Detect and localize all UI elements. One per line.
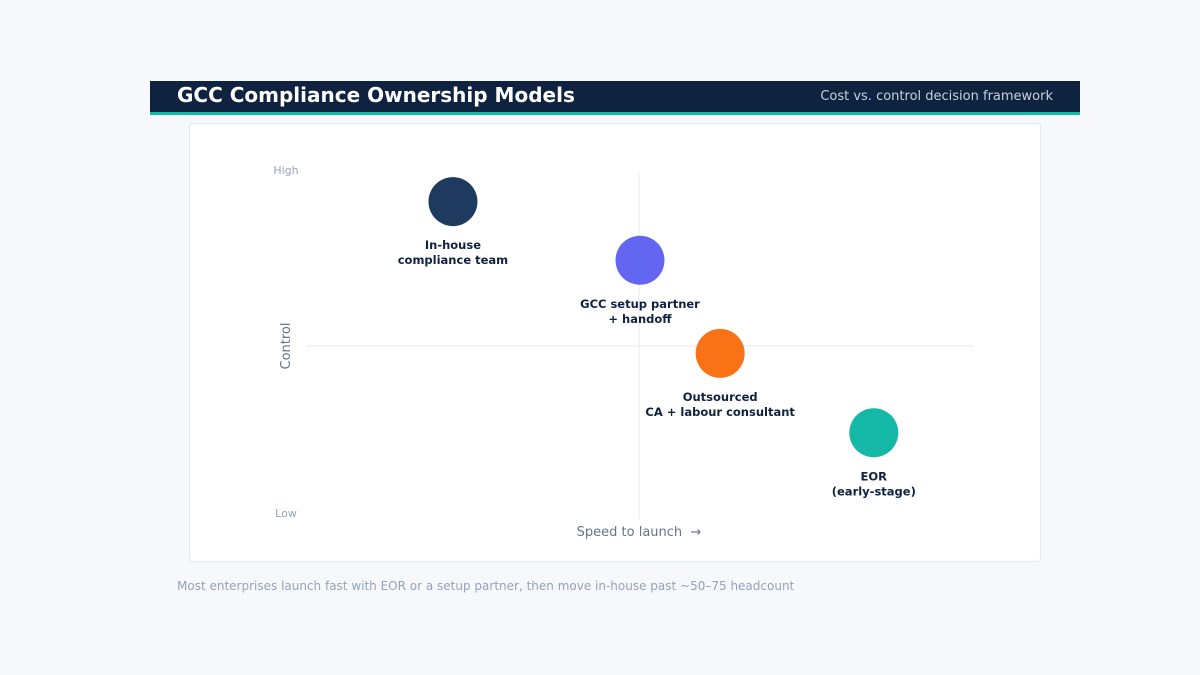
x-axis-label: Speed to launch → [577,525,702,540]
data-point-label-0-1: compliance team [398,253,508,267]
y-axis-label: Control [279,323,294,370]
data-point-label-1-1: + handoff [608,312,672,326]
chart-card: High Low Control Speed to launch → In-ho… [189,123,1041,562]
y-tick-high: High [273,164,298,177]
data-point-label-3-1: (early-stage) [832,484,916,498]
header-bar: GCC Compliance Ownership Models Cost vs.… [150,81,1080,115]
data-point-label-2-0: Outsourced [683,390,758,404]
data-point-label-2-1: CA + labour consultant [645,405,795,419]
data-point-1 [615,235,665,285]
data-point-label-3-0: EOR [861,469,888,483]
data-point-label-0-0: In-house [425,238,481,252]
page-title: GCC Compliance Ownership Models [177,83,575,107]
data-point-2 [695,328,745,378]
data-point-3 [849,408,899,458]
data-point-0 [428,177,478,227]
data-point-label-1-0: GCC setup partner [580,297,700,311]
page-subtitle: Cost vs. control decision framework [820,89,1053,104]
footer-note: Most enterprises launch fast with EOR or… [177,579,795,593]
y-tick-low: Low [275,507,297,520]
scatter-chart: High Low Control Speed to launch → In-ho… [273,164,974,540]
